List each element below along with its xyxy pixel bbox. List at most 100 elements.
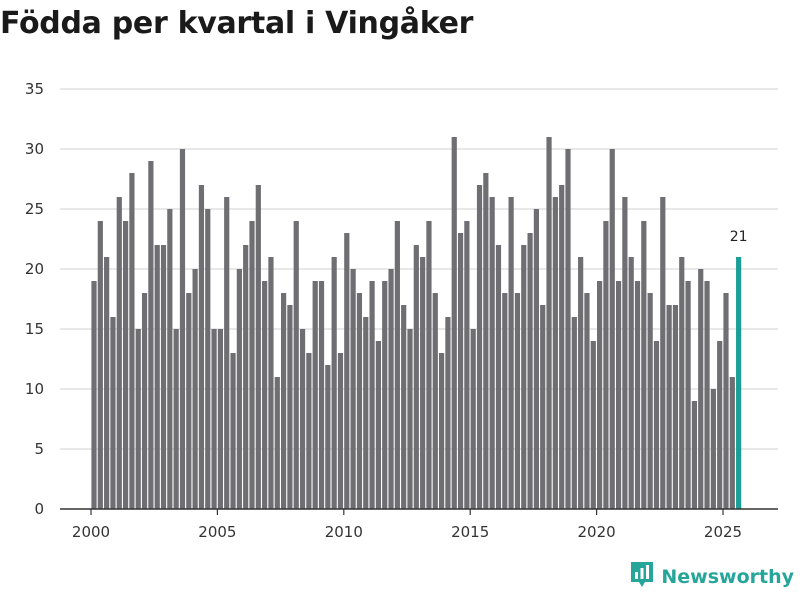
bar <box>445 317 451 509</box>
bar <box>476 185 483 509</box>
bar <box>287 305 293 509</box>
bar <box>211 329 217 509</box>
bar <box>97 221 103 509</box>
bar <box>489 197 495 509</box>
x-tick-label: 2020 <box>578 523 616 541</box>
bar <box>527 233 533 509</box>
bar <box>369 281 375 509</box>
bar <box>104 257 110 509</box>
bar <box>154 245 160 509</box>
bar <box>205 209 211 509</box>
bar <box>660 197 666 509</box>
bar <box>123 221 129 509</box>
bar <box>236 269 242 509</box>
bar <box>495 245 502 509</box>
bar <box>312 281 318 509</box>
bar <box>331 257 337 509</box>
bar <box>729 377 735 509</box>
bar <box>192 269 198 509</box>
bar <box>622 197 628 509</box>
bar <box>299 329 306 509</box>
x-tick-label: 2000 <box>72 523 110 541</box>
bar <box>578 257 584 509</box>
bar <box>274 377 280 509</box>
y-tick-label: 25 <box>25 200 44 218</box>
bar <box>363 317 369 509</box>
bar <box>571 317 577 509</box>
bar <box>356 293 363 509</box>
bar <box>394 221 400 509</box>
bar-data-label: 21 <box>730 229 748 245</box>
bar <box>116 197 122 509</box>
bar <box>337 353 344 509</box>
bar <box>262 281 268 509</box>
bar <box>135 329 141 509</box>
bar <box>508 197 514 509</box>
bar <box>344 233 350 509</box>
bar <box>91 281 97 509</box>
bar <box>432 293 438 509</box>
bar <box>167 209 173 509</box>
y-tick-label: 15 <box>25 320 44 338</box>
bar <box>420 257 426 509</box>
bar <box>230 353 236 509</box>
bar <box>533 209 539 509</box>
bar <box>110 317 116 509</box>
bar <box>426 221 432 509</box>
bar <box>217 329 223 509</box>
bar <box>179 149 186 509</box>
y-tick-label: 35 <box>25 80 44 98</box>
bar <box>464 221 470 509</box>
bar <box>224 197 230 509</box>
bar <box>666 305 672 509</box>
bar <box>243 245 249 509</box>
bar <box>698 269 704 509</box>
bar <box>382 281 388 509</box>
bar <box>306 353 312 509</box>
bar <box>141 293 148 509</box>
bar <box>293 221 299 509</box>
bar <box>388 269 394 509</box>
bar <box>615 281 622 509</box>
grid-lines <box>60 88 778 450</box>
x-tick-label: 2010 <box>325 523 363 541</box>
bar <box>268 257 274 509</box>
bar <box>198 185 205 509</box>
bar <box>641 221 647 509</box>
newsworthy-brand: Newsworthy <box>629 560 794 594</box>
brand-name: Newsworthy <box>661 566 794 588</box>
bar <box>483 173 489 509</box>
bar <box>634 281 641 509</box>
bars: 21 <box>91 137 748 509</box>
y-tick-label: 10 <box>25 380 44 398</box>
bar <box>514 293 521 509</box>
bar <box>407 329 413 509</box>
chart-title: Födda per kvartal i Vingåker <box>0 6 474 41</box>
y-tick-label: 0 <box>34 500 44 518</box>
bar <box>451 137 457 509</box>
bar <box>565 149 571 509</box>
bar <box>413 245 419 509</box>
bar <box>584 293 590 509</box>
bar <box>628 257 634 509</box>
bar <box>704 281 710 509</box>
bar-highlight <box>736 257 742 509</box>
x-tick-label: 2025 <box>704 523 742 541</box>
bar <box>710 389 716 509</box>
bar <box>281 293 287 509</box>
bar <box>546 137 552 509</box>
bar <box>672 305 679 509</box>
bar <box>559 185 565 509</box>
bar <box>148 161 154 509</box>
bar <box>552 197 558 509</box>
bar <box>457 233 464 509</box>
bar <box>375 341 381 509</box>
x-tick-label: 2005 <box>198 523 236 541</box>
bar <box>685 281 691 509</box>
bar <box>653 341 660 509</box>
bar <box>647 293 653 509</box>
bar <box>249 221 255 509</box>
y-tick-label: 5 <box>34 440 44 458</box>
